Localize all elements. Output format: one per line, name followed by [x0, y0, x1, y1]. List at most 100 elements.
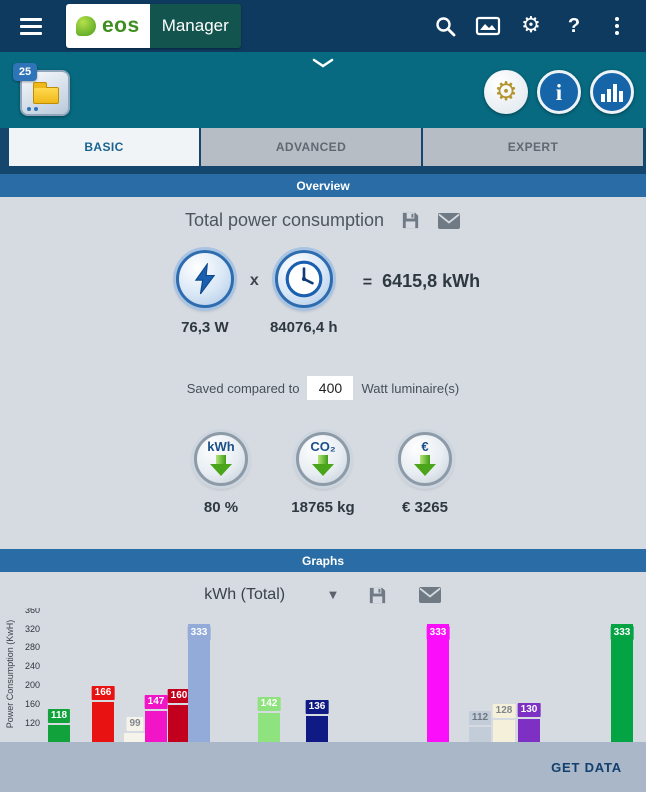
gear-icon: ⚙	[494, 77, 518, 107]
graph-type-selector[interactable]: kWh (Total) ▼	[204, 586, 337, 604]
bar-chart-icon	[601, 82, 623, 102]
chart-bar	[168, 704, 190, 742]
overview-section-title: Overview	[296, 178, 350, 193]
down-arrow-icon	[414, 455, 436, 477]
get-data-button[interactable]: GET DATA	[543, 750, 630, 785]
chart-bar	[611, 623, 633, 742]
chart-bar-value: 333	[426, 625, 450, 640]
save-icon[interactable]	[400, 210, 421, 231]
chart-bar	[469, 727, 491, 742]
search-icon[interactable]	[428, 9, 462, 43]
consumption-formula: 76,3 W x 84076,4 h = 6415,8 kWh	[166, 250, 480, 336]
euro-savings-badge: €	[398, 432, 452, 486]
y-axis-tick: 200	[24, 680, 40, 690]
euro-savings: € € 3265	[385, 432, 465, 516]
co2-badge-label: CO₂	[310, 439, 336, 454]
kwh-badge-label: kWh	[207, 439, 235, 454]
co2-savings-value: 18765 kg	[291, 499, 355, 516]
multiply-sign: x	[249, 272, 259, 289]
statistics-button[interactable]	[590, 70, 634, 114]
equals-sign: =	[362, 274, 373, 291]
info-button[interactable]: i	[537, 70, 581, 114]
graphs-section-title: Graphs	[301, 553, 344, 568]
hours-value: 84076,4 h	[269, 319, 338, 336]
chart-bar	[306, 716, 328, 742]
kwh-savings-badge: kWh	[194, 432, 248, 486]
bar-chart-plot: Power Consumption (KwH) 360 320 280 240 200 1…	[0, 608, 646, 742]
kwh-savings-value: 80 %	[203, 499, 239, 516]
savings-badges-row: kWh 80 % CO₂ 18765 kg € € 3265	[181, 432, 465, 516]
power-value: 76,3 W	[181, 319, 229, 336]
hours-icon	[274, 250, 333, 308]
saved-label-suffix: Watt luminaire(s)	[361, 380, 460, 396]
bottom-action-bar: GET DATA	[0, 742, 646, 792]
info-icon: i	[555, 79, 563, 105]
saved-label-prefix: Saved compared to	[186, 380, 300, 396]
chart-bar-value: 142	[257, 697, 281, 712]
power-icon	[175, 250, 234, 308]
chevron-down-icon: ▼	[329, 589, 337, 601]
total-consumption: = 6415,8 kWh	[363, 271, 480, 292]
tab-bar: BASIC ADVANCED EXPERT	[0, 128, 646, 174]
email-chart-icon[interactable]	[418, 586, 442, 604]
co2-savings-badge: CO₂	[296, 432, 350, 486]
tile-dots	[27, 107, 38, 111]
chart-bar-value: 130	[517, 702, 541, 717]
y-axis-tick: 160	[24, 698, 40, 709]
wattage-input[interactable]	[307, 376, 354, 400]
collapse-chevron-icon[interactable]	[300, 53, 346, 74]
help-icon[interactable]: ?	[557, 9, 591, 43]
chart-bar	[145, 710, 167, 742]
chart-bar-value: 128	[492, 703, 516, 718]
lightning-icon	[194, 263, 216, 295]
graphs-panel: kWh (Total) ▼ Power Consumption (KwH) 36…	[0, 572, 646, 742]
device-header: 25 ⚙ i	[0, 52, 646, 128]
co2-savings: CO₂ 18765 kg	[283, 432, 363, 516]
overflow-menu-icon[interactable]	[600, 9, 634, 43]
clock-icon	[285, 260, 323, 298]
saved-compared-row: Saved compared to Watt luminaire(s)	[186, 376, 460, 400]
y-axis-tick: 120	[24, 717, 40, 728]
top-app-bar: eos Manager ⚙ ?	[0, 0, 646, 52]
email-icon[interactable]	[437, 212, 461, 230]
y-axis-tick: 360	[24, 608, 40, 615]
chart-bar	[48, 724, 70, 742]
chart-bar-value: 118	[47, 708, 71, 723]
menu-icon[interactable]	[20, 17, 42, 35]
selected-graph-type: kWh (Total)	[204, 586, 286, 603]
gear-icon[interactable]: ⚙	[514, 9, 548, 43]
chart-bar	[124, 733, 146, 742]
euro-badge-label: €	[421, 439, 429, 454]
chart-bar	[258, 713, 280, 742]
chart-bar-value: 136	[305, 700, 329, 715]
project-folder-button[interactable]: 25	[13, 63, 70, 116]
chart-bar-value: 333	[187, 625, 211, 640]
graphs-section-header: Graphs	[0, 549, 646, 572]
logo-manager-text: Manager	[149, 4, 241, 48]
settings-button[interactable]: ⚙	[484, 70, 528, 114]
chart-bar	[493, 719, 515, 742]
overview-section-header: Overview	[0, 174, 646, 197]
eos-leaf-icon	[76, 16, 96, 36]
kwh-savings: kWh 80 %	[181, 432, 261, 516]
tab-basic[interactable]: BASIC	[9, 128, 199, 166]
chart-bar-value: 333	[610, 625, 634, 640]
folder-icon	[33, 82, 59, 104]
tab-expert[interactable]: EXPERT	[423, 128, 643, 166]
logo-eos-panel: eos	[66, 4, 150, 48]
down-arrow-icon	[312, 455, 334, 477]
overview-title-row: Total power consumption	[185, 210, 461, 231]
tab-advanced[interactable]: ADVANCED	[201, 128, 421, 166]
chart-bar	[518, 718, 540, 742]
app-logo: eos Manager	[66, 4, 241, 48]
save-chart-icon[interactable]	[367, 585, 388, 606]
bottom-strip	[0, 792, 646, 800]
folder-count-badge: 25	[13, 63, 37, 81]
y-axis-tick: 280	[24, 642, 40, 653]
chart-bar	[188, 623, 210, 742]
overview-panel: Total power consumption 76,3 W x 84076,4…	[0, 197, 646, 549]
image-icon[interactable]	[471, 9, 505, 43]
graph-controls: kWh (Total) ▼	[0, 572, 646, 608]
total-value: 6415,8 kWh	[382, 271, 481, 291]
